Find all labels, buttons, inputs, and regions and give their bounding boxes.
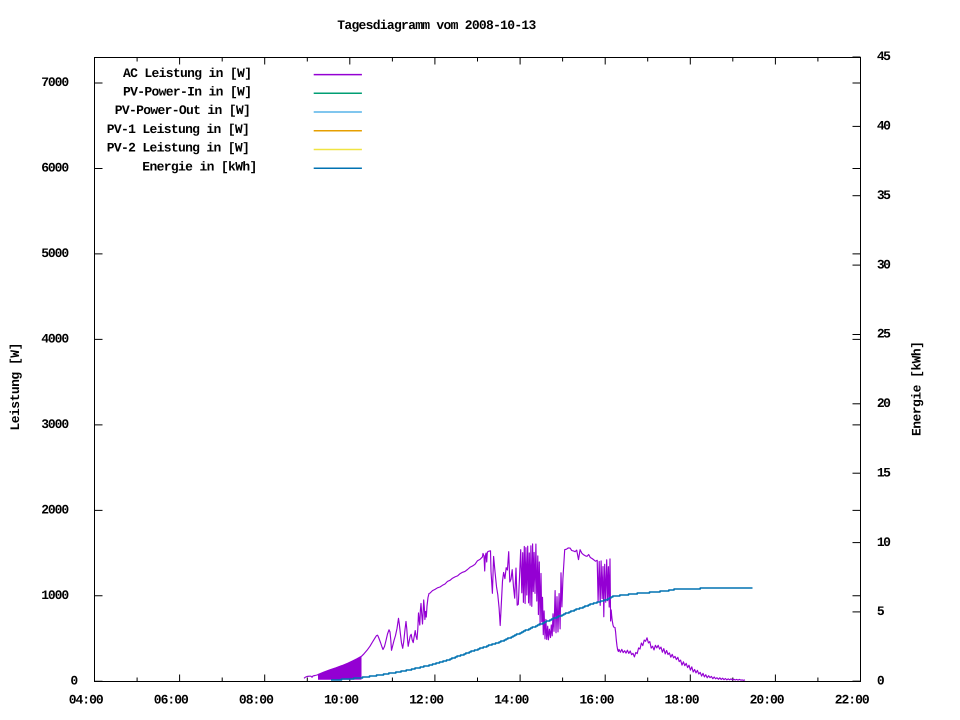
svg-text:2000: 2000: [41, 502, 69, 517]
svg-text:20:00: 20:00: [750, 692, 785, 707]
svg-text:16:00: 16:00: [579, 692, 614, 707]
svg-text:10:00: 10:00: [324, 692, 359, 707]
svg-text:PV-Power-Out in [W]: PV-Power-Out in [W]: [115, 103, 251, 118]
svg-text:06:00: 06:00: [154, 692, 189, 707]
svg-text:10: 10: [877, 535, 891, 550]
svg-text:5000: 5000: [41, 246, 69, 261]
svg-text:4000: 4000: [41, 331, 69, 346]
svg-text:0: 0: [70, 673, 78, 688]
svg-text:Energie in [kWh]: Energie in [kWh]: [142, 159, 257, 174]
svg-text:08:00: 08:00: [239, 692, 274, 707]
svg-text:3000: 3000: [41, 417, 69, 432]
svg-text:30: 30: [877, 257, 891, 272]
svg-text:15: 15: [877, 465, 891, 480]
svg-text:25: 25: [877, 327, 891, 342]
svg-text:45: 45: [877, 49, 891, 64]
svg-text:35: 35: [877, 188, 891, 203]
svg-text:1000: 1000: [41, 588, 69, 603]
svg-text:Leistung [W]: Leistung [W]: [8, 343, 23, 431]
svg-text:6000: 6000: [41, 161, 69, 176]
svg-text:PV-Power-In in [W]: PV-Power-In in [W]: [123, 85, 252, 100]
svg-text:Tagesdiagramm vom 2008-10-13: Tagesdiagramm vom 2008-10-13: [337, 18, 536, 33]
svg-text:0: 0: [877, 674, 885, 689]
svg-text:PV-2 Leistung in [W]: PV-2 Leistung in [W]: [107, 141, 250, 156]
svg-text:Energie [kWh]: Energie [kWh]: [910, 341, 925, 436]
svg-text:12:00: 12:00: [409, 692, 444, 707]
svg-text:7000: 7000: [41, 75, 69, 90]
svg-text:14:00: 14:00: [494, 692, 529, 707]
svg-text:18:00: 18:00: [665, 692, 700, 707]
svg-text:5: 5: [877, 604, 885, 619]
svg-text:20: 20: [877, 396, 891, 411]
svg-text:PV-1 Leistung in [W]: PV-1 Leistung in [W]: [107, 122, 250, 137]
svg-text:04:00: 04:00: [69, 692, 104, 707]
svg-text:40: 40: [877, 119, 891, 134]
svg-text:22:00: 22:00: [835, 692, 870, 707]
svg-text:AC Leistung in [W]: AC Leistung in [W]: [123, 66, 252, 81]
